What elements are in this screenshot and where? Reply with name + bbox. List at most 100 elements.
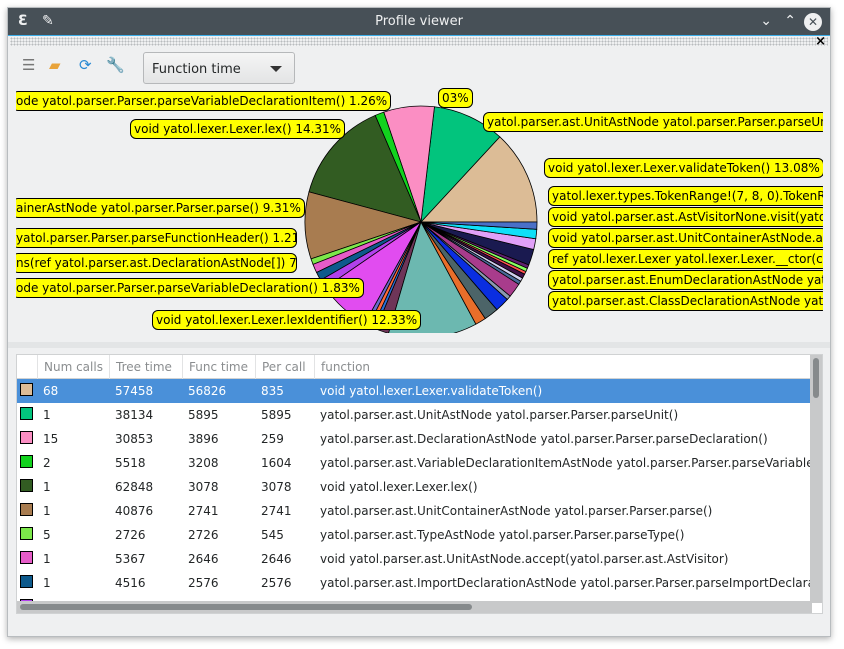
- pie-label: void yatol.lexer.Lexer.lex() 14.31%: [130, 119, 346, 139]
- table-row[interactable]: 68 57458 56826 835 void yatol.lexer.Lexe…: [17, 379, 812, 403]
- function-cell: void yatol.parser.ast.UnitAstNode.accept…: [320, 552, 729, 566]
- pie-label: ns(ref yatol.parser.ast.DeclarationAstNo…: [16, 253, 297, 273]
- pin-icon[interactable]: ✎: [42, 13, 54, 29]
- chevron-down-icon: [270, 66, 282, 72]
- function-cell: void yatol.lexer.Lexer.validateToken(): [320, 384, 543, 398]
- column-header-num-calls[interactable]: Num calls: [37, 355, 109, 379]
- pie-label: yatol.parser.ast.UnitAstNode yatol.parse…: [483, 112, 823, 132]
- func-time-cell: 3078: [188, 480, 219, 494]
- per-call-cell: 545: [261, 528, 284, 542]
- pie-label: yatol.parser.Parser.parseFunctionHeader(…: [16, 228, 297, 248]
- per-call-cell: 1604: [261, 456, 292, 470]
- num-calls-cell: 5: [43, 528, 51, 542]
- num-calls-cell: 1: [43, 480, 51, 494]
- pie-slice[interactable]: [420, 136, 538, 223]
- table-row[interactable]: 1 4516 2576 2576 yatol.parser.ast.Import…: [17, 571, 812, 595]
- tree-time-cell: 57458: [115, 384, 154, 398]
- table-header: Num calls Tree time Func time Per call f…: [17, 355, 817, 379]
- maximize-icon[interactable]: ⌃: [784, 13, 796, 29]
- num-calls-cell: 15: [43, 432, 59, 446]
- mode-select-value: Function time: [152, 62, 241, 77]
- pie-slice[interactable]: [420, 221, 538, 230]
- splitter-handle[interactable]: [8, 342, 830, 348]
- tree-time-cell: 5367: [115, 552, 146, 566]
- tree-time-cell: 38134: [115, 408, 154, 422]
- table-row[interactable]: 1 40876 2741 2741 yatol.parser.ast.UnitC…: [17, 499, 812, 523]
- pie-label: yatol.parser.ast.ClassDeclarationAstNode…: [548, 291, 823, 311]
- tree-time-cell: 5518: [115, 456, 146, 470]
- profile-viewer-window: Ɛ ✎ Profile viewer ⌄ ⌃ ✕ × ☰ ▰ ⟳ 🔧 Funct…: [7, 7, 831, 637]
- function-cell: yatol.parser.ast.UnitContainerAstNode ya…: [320, 504, 713, 518]
- function-cell: void yatol.lexer.Lexer.lex(): [320, 480, 478, 494]
- func-time-cell: 2576: [188, 576, 219, 590]
- table-row[interactable]: 15 30853 3896 259 yatol.parser.ast.Decla…: [17, 427, 812, 451]
- minimize-icon[interactable]: ⌄: [760, 13, 772, 29]
- scrollbar-thumb[interactable]: [20, 604, 472, 610]
- per-call-cell: 259: [261, 432, 284, 446]
- func-time-cell: 56826: [188, 384, 227, 398]
- tree-time-cell: 4516: [115, 576, 146, 590]
- per-call-cell: 835: [261, 384, 284, 398]
- column-header-tree-time[interactable]: Tree time: [109, 355, 182, 379]
- scrollbar-thumb[interactable]: [813, 358, 819, 398]
- pie-label: ode yatol.parser.Parser.parseVariableDec…: [16, 91, 392, 111]
- dock-handle[interactable]: [10, 37, 828, 46]
- color-swatch: [20, 503, 33, 516]
- tree-time-cell: 40876: [115, 504, 154, 518]
- mode-select[interactable]: Function time: [143, 52, 295, 84]
- function-cell: yatol.parser.ast.TypeAstNode yatol.parse…: [320, 528, 685, 542]
- pie-label: ode yatol.parser.Parser.parseVariableDec…: [16, 278, 364, 298]
- document-icon[interactable]: ☰: [22, 56, 36, 74]
- func-time-cell: 2646: [188, 552, 219, 566]
- func-time-cell: 3208: [188, 456, 219, 470]
- per-call-cell: 2646: [261, 552, 292, 566]
- dock-close-icon[interactable]: ×: [815, 34, 826, 49]
- num-calls-cell: 1: [43, 552, 51, 566]
- func-time-cell: 5895: [188, 408, 219, 422]
- func-time-cell: 3896: [188, 432, 219, 446]
- pie-slice[interactable]: [420, 106, 501, 224]
- pie-label: void yatol.parser.ast.AstVisitorNone.vis…: [548, 207, 823, 227]
- table-row[interactable]: 1 62848 3078 3078 void yatol.lexer.Lexer…: [17, 475, 812, 499]
- pie-label: 03%: [438, 88, 473, 108]
- wrench-icon[interactable]: 🔧: [106, 56, 125, 74]
- num-calls-cell: 2: [43, 456, 51, 470]
- refresh-icon[interactable]: ⟳: [79, 56, 92, 74]
- table-row[interactable]: 5 2726 2726 545 yatol.parser.ast.TypeAst…: [17, 523, 812, 547]
- table-row[interactable]: 2 5518 3208 1604 yatol.parser.ast.Variab…: [17, 451, 812, 475]
- folder-open-icon[interactable]: ▰: [49, 56, 61, 74]
- pie-slice[interactable]: [308, 114, 422, 223]
- kde-e-icon[interactable]: Ɛ: [18, 13, 28, 29]
- vertical-scrollbar[interactable]: [810, 355, 822, 603]
- tree-time-cell: 62848: [115, 480, 154, 494]
- num-calls-cell: 68: [43, 384, 59, 398]
- func-time-cell: 2741: [188, 504, 219, 518]
- pie-label: yatol.lexer.types.TokenRange!(7, 8, 0).T…: [548, 186, 823, 206]
- function-table: Num calls Tree time Func time Per call f…: [16, 354, 823, 614]
- function-cell: yatol.parser.ast.DeclarationAstNode yato…: [320, 432, 768, 446]
- tree-time-cell: 30853: [115, 432, 154, 446]
- column-header-func-time[interactable]: Func time: [182, 355, 255, 379]
- func-time-cell: 2726: [188, 528, 219, 542]
- column-header-per-call[interactable]: Per call: [255, 355, 314, 379]
- color-swatch: [20, 407, 33, 420]
- pie-svg: [304, 105, 538, 333]
- num-calls-cell: 1: [43, 576, 51, 590]
- color-swatch: [20, 431, 33, 444]
- color-swatch: [20, 383, 33, 396]
- title-bar: Ɛ ✎ Profile viewer ⌄ ⌃ ✕: [8, 8, 830, 36]
- pie-label: void yatol.parser.ast.UnitContainerAstNo…: [548, 228, 823, 248]
- function-cell: yatol.parser.ast.UnitAstNode yatol.parse…: [320, 408, 679, 422]
- horizontal-scrollbar[interactable]: [17, 601, 812, 613]
- window-title: Profile viewer: [375, 14, 463, 29]
- pie-slice[interactable]: [388, 220, 477, 333]
- column-header-color[interactable]: [17, 355, 37, 379]
- table-row[interactable]: 1 38134 5895 5895 yatol.parser.ast.UnitA…: [17, 403, 812, 427]
- table-row[interactable]: 1 5367 2646 2646 void yatol.parser.ast.U…: [17, 547, 812, 571]
- num-calls-cell: 1: [43, 504, 51, 518]
- pie-label: void yatol.lexer.Lexer.validateToken() 1…: [544, 158, 823, 178]
- close-icon[interactable]: ✕: [804, 13, 822, 31]
- tree-time-cell: 2726: [115, 528, 146, 542]
- column-header-function[interactable]: function: [314, 355, 814, 379]
- color-swatch: [20, 575, 33, 588]
